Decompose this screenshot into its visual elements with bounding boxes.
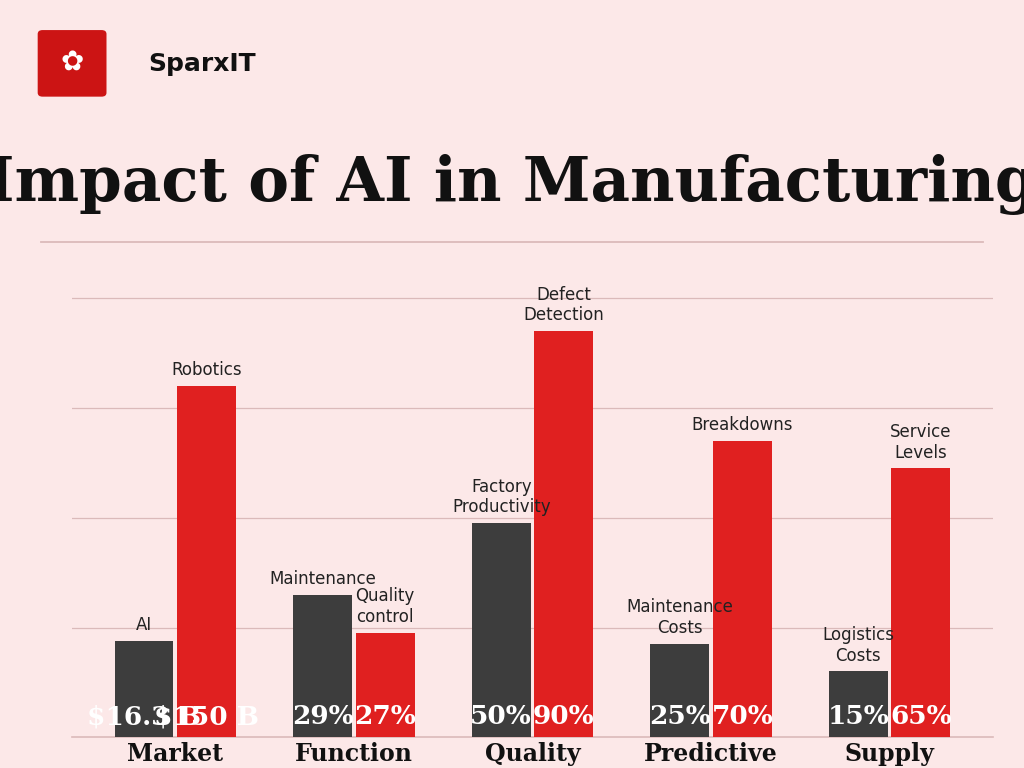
Text: Service
Levels: Service Levels	[890, 423, 951, 462]
Text: 27%: 27%	[354, 704, 416, 729]
Text: 15%: 15%	[827, 704, 889, 729]
Text: Logistics
Costs: Logistics Costs	[822, 626, 894, 664]
Bar	[355, 633, 415, 737]
Bar	[293, 594, 352, 737]
Text: Breakdowns: Breakdowns	[691, 416, 794, 434]
Bar	[713, 441, 772, 737]
Bar	[535, 331, 593, 737]
Bar	[177, 386, 236, 737]
Text: AI: AI	[136, 617, 153, 634]
Text: 25%: 25%	[649, 704, 711, 729]
Bar	[829, 671, 888, 737]
Text: ✿: ✿	[60, 48, 84, 76]
Bar	[650, 644, 710, 737]
FancyBboxPatch shape	[38, 30, 106, 97]
Text: $16.3 B: $16.3 B	[87, 704, 201, 729]
Text: Robotics: Robotics	[171, 361, 242, 379]
Text: 65%: 65%	[890, 704, 951, 729]
Text: $150 B: $150 B	[154, 704, 259, 729]
Bar	[115, 641, 173, 737]
Text: SparxIT: SparxIT	[148, 51, 256, 76]
Text: Quality
control: Quality control	[355, 588, 415, 626]
Text: 50%: 50%	[470, 704, 532, 729]
Bar	[472, 523, 530, 737]
Text: 29%: 29%	[292, 704, 353, 729]
Text: Impact of AI in Manufacturing: Impact of AI in Manufacturing	[0, 154, 1024, 215]
Text: Maintenance
Costs: Maintenance Costs	[627, 598, 733, 637]
Bar	[892, 468, 950, 737]
Text: 70%: 70%	[712, 704, 773, 729]
Text: Factory
Productivity: Factory Productivity	[452, 478, 551, 517]
Text: Maintenance: Maintenance	[269, 570, 376, 588]
Text: 90%: 90%	[532, 704, 595, 729]
Text: Defect
Detection: Defect Detection	[523, 286, 604, 325]
